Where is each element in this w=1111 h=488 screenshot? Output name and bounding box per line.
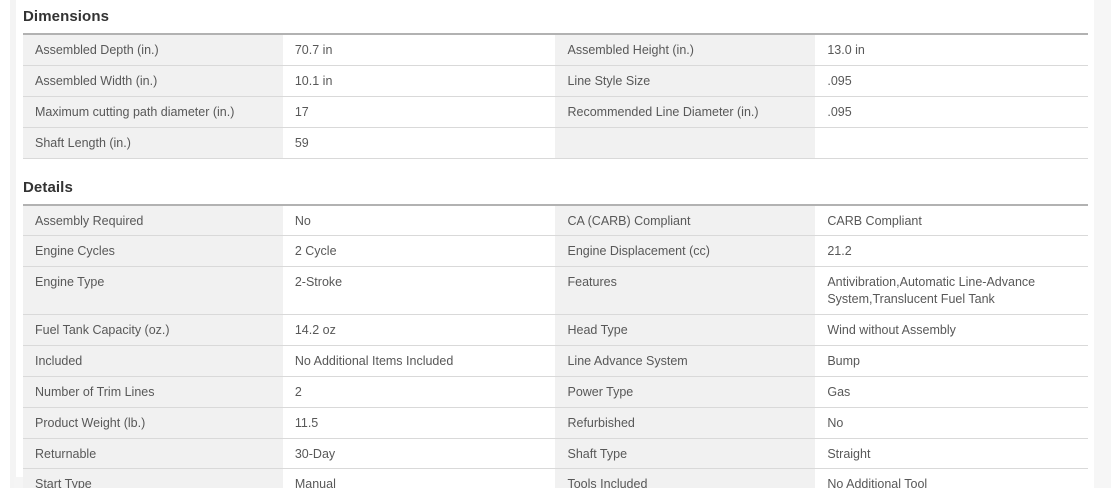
spec-label-cell: Number of Trim Lines	[23, 376, 283, 407]
spec-label-cell: Shaft Length (in.)	[23, 127, 283, 158]
spec-value-cell: No Additional Tool	[815, 469, 1088, 488]
spec-label-cell: Head Type	[555, 315, 816, 345]
spec-row: Number of Trim Lines 2 Power Type Gas	[23, 376, 1088, 408]
spec-row: Returnable 30-Day Shaft Type Straight	[23, 438, 1088, 470]
spec-value-cell: Antivibration,Automatic Line-Advance Sys…	[815, 267, 1088, 314]
page-gutter-left	[10, 0, 16, 488]
spec-value-cell: 14.2 oz	[282, 315, 556, 345]
spec-label-cell	[555, 127, 816, 158]
spec-value-cell: 70.7 in	[282, 35, 556, 65]
spec-row: Assembled Depth (in.) 70.7 in Assembled He…	[23, 35, 1088, 66]
spec-value-cell: 2	[282, 376, 556, 407]
spec-value-cell	[815, 127, 1088, 158]
spec-value-cell: 13.0 in	[815, 35, 1088, 65]
details-section-title: Details	[23, 178, 73, 196]
spec-value-cell: 2 Cycle	[282, 236, 556, 267]
spec-row: Fuel Tank Capacity (oz.) 14.2 oz Head Type…	[23, 315, 1088, 346]
details-spec-table: Assembly Required No CA (CARB) Compliant CA…	[23, 203, 1088, 488]
spec-value-cell: 30-Day	[282, 438, 556, 469]
spec-value-cell: No	[815, 407, 1088, 438]
spec-label-cell: Refurbished	[555, 407, 816, 438]
spec-value-cell: Wind without Assembly	[815, 315, 1088, 345]
spec-label-cell: Features	[555, 267, 816, 314]
dimensions-section: Dimensions Assembled Depth (in.) 70.7 in A…	[23, 0, 1088, 159]
spec-value-cell: Straight	[815, 438, 1088, 469]
spec-value-cell: 21.2	[815, 236, 1088, 267]
spec-label-cell: CA (CARB) Compliant	[555, 205, 816, 236]
spec-label-cell: Engine Cycles	[23, 236, 283, 267]
spec-row: Maximum cutting path diameter (in.) 17 Rec…	[23, 96, 1088, 128]
spec-value-cell: .095	[815, 65, 1088, 96]
spec-value-cell: 59	[282, 127, 556, 158]
spec-value-cell: 17	[282, 96, 556, 127]
spec-label-cell: Fuel Tank Capacity (oz.)	[23, 315, 283, 345]
spec-value-cell: 11.5	[282, 407, 556, 438]
spec-row: Product Weight (lb.) 11.5 Refurbished No	[23, 407, 1088, 439]
spec-row: Engine Cycles 2 Cycle Engine Displacement …	[23, 236, 1088, 268]
spec-value-cell: CARB Compliant	[815, 205, 1088, 236]
spec-value-cell: 2-Stroke	[282, 267, 556, 314]
page-gutter-right	[1094, 0, 1111, 488]
spec-value-cell: Gas	[815, 376, 1088, 407]
spec-row: Assembly Required No CA (CARB) Compliant CA…	[23, 205, 1088, 237]
spec-label-cell: Power Type	[555, 376, 816, 407]
spec-row: Included No Additional Items Included Line…	[23, 345, 1088, 377]
spec-label-cell: Line Style Size	[555, 65, 816, 96]
specifications-content: Dimensions Assembled Depth (in.) 70.7 in A…	[23, 0, 1088, 488]
spec-value-cell: Bump	[815, 345, 1088, 376]
spec-label-cell: Included	[23, 345, 283, 376]
spec-label-cell: Start Type	[23, 469, 283, 488]
spec-value-cell: No Additional Items Included	[282, 345, 556, 376]
spec-value-cell: .095	[815, 96, 1088, 127]
spec-label-cell: Product Weight (lb.)	[23, 407, 283, 438]
spec-row: Shaft Length (in.) 59	[23, 127, 1088, 159]
spec-value-cell: Manual	[282, 469, 556, 488]
spec-label-cell: Tools Included	[555, 469, 816, 488]
dimensions-section-title: Dimensions	[23, 8, 110, 25]
spec-row: Start Type Manual Tools Included No Additio…	[23, 469, 1088, 488]
spec-value-cell: 10.1 in	[282, 65, 556, 96]
spec-label-cell: Assembled Width (in.)	[23, 65, 283, 96]
spec-row: Assembled Width (in.) 10.1 in Line Style S…	[23, 65, 1088, 97]
spec-label-cell: Returnable	[23, 438, 283, 469]
spec-value-cell: No	[282, 205, 556, 236]
spec-label-cell: Engine Type	[23, 267, 283, 314]
spec-label-cell: Assembled Depth (in.)	[23, 35, 283, 65]
spec-label-cell: Assembled Height (in.)	[555, 35, 816, 65]
spec-label-cell: Recommended Line Diameter (in.)	[555, 96, 816, 127]
dimensions-spec-table: Assembled Depth (in.) 70.7 in Assembled He…	[23, 33, 1088, 159]
details-section: Details Assembly Required No CA (CARB) Com…	[23, 171, 1088, 488]
spec-label-cell: Maximum cutting path diameter (in.)	[23, 96, 283, 127]
spec-label-cell: Line Advance System	[555, 345, 816, 376]
spec-row: Engine Type 2-Stroke Features Antivibration…	[23, 267, 1088, 315]
spec-label-cell: Engine Displacement (cc)	[555, 236, 816, 267]
spec-label-cell: Assembly Required	[23, 205, 283, 236]
spec-label-cell: Shaft Type	[555, 438, 816, 469]
